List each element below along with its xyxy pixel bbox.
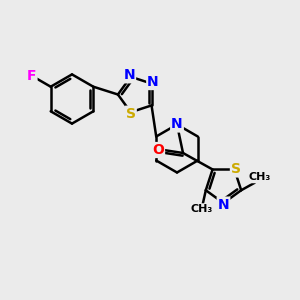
Text: F: F bbox=[27, 69, 37, 83]
Text: S: S bbox=[126, 107, 136, 121]
Text: N: N bbox=[171, 118, 183, 131]
Text: O: O bbox=[152, 143, 164, 157]
Text: CH₃: CH₃ bbox=[248, 172, 270, 182]
Text: S: S bbox=[231, 163, 241, 176]
Text: N: N bbox=[147, 75, 159, 89]
Text: N: N bbox=[123, 68, 135, 82]
Text: CH₃: CH₃ bbox=[190, 204, 212, 214]
Text: N: N bbox=[218, 198, 229, 212]
